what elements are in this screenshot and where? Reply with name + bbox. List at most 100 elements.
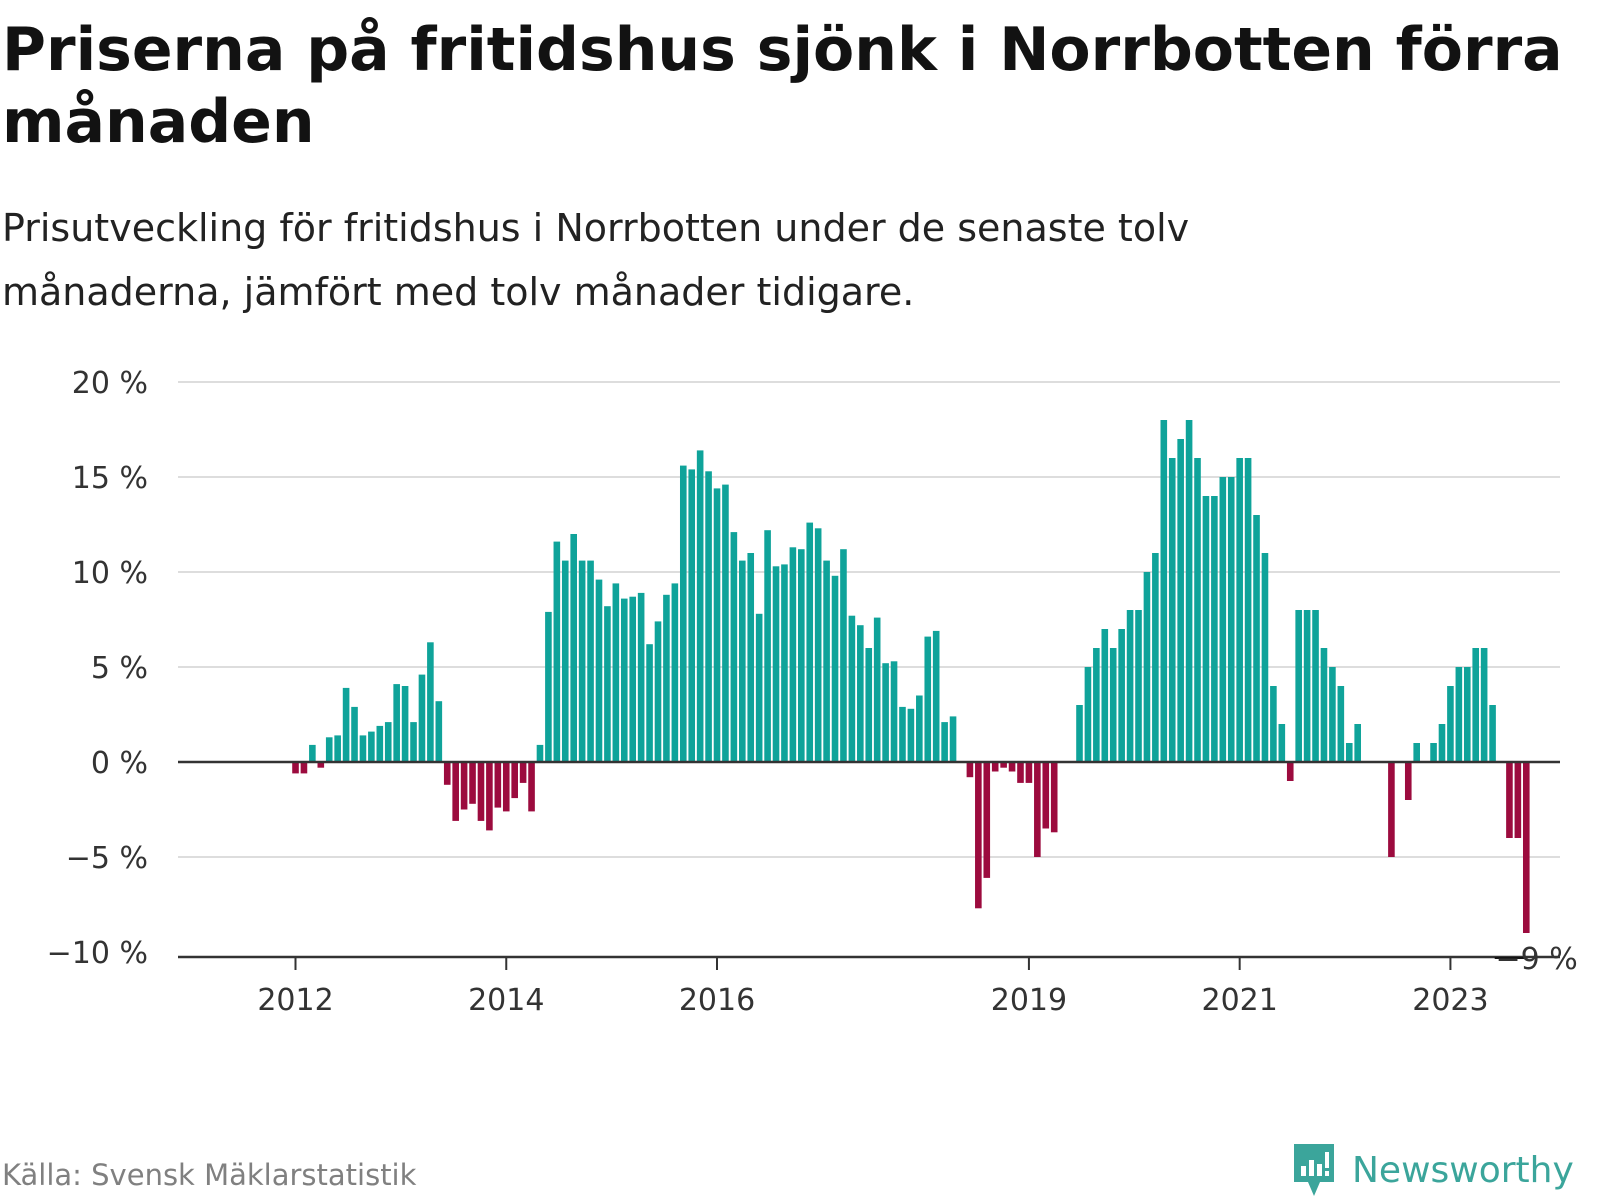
bar — [1404, 762, 1412, 800]
bar — [368, 731, 375, 762]
bar — [865, 648, 873, 762]
bar — [604, 606, 611, 762]
bar — [570, 534, 577, 762]
bar — [1345, 743, 1353, 762]
bar — [1093, 648, 1100, 762]
bar — [1017, 762, 1024, 783]
bar — [292, 762, 299, 774]
bar — [620, 598, 628, 762]
bar — [1000, 762, 1007, 768]
bar — [1447, 686, 1454, 762]
bar — [1261, 553, 1269, 762]
source-label: Källa: Svensk Mäklarstatistik — [2, 1158, 417, 1192]
bar — [671, 583, 679, 762]
bar — [789, 547, 797, 762]
chart-title: Priserna på fritidshus sjönk i Norrbotte… — [2, 15, 1563, 157]
x-tick-label: 2019 — [991, 983, 1067, 1018]
bar — [873, 617, 881, 762]
bar — [1219, 477, 1227, 762]
bar — [1506, 762, 1513, 838]
bar — [637, 592, 645, 762]
bar — [924, 636, 932, 762]
bar — [806, 522, 814, 762]
bar — [376, 725, 384, 762]
bar — [1194, 458, 1201, 762]
bar — [713, 488, 721, 762]
bar — [646, 644, 653, 762]
bar — [722, 484, 729, 762]
bar — [553, 541, 561, 762]
bar — [688, 469, 696, 762]
bar — [1438, 724, 1446, 762]
bar — [494, 762, 502, 808]
bar — [1244, 458, 1252, 762]
bar — [663, 594, 670, 762]
bar — [882, 663, 889, 762]
bar — [907, 708, 915, 762]
bar — [1472, 648, 1480, 762]
bar — [1126, 610, 1134, 762]
x-tick-label: 2023 — [1412, 983, 1488, 1018]
bar — [418, 674, 426, 762]
bar — [342, 687, 350, 762]
bar — [991, 762, 999, 772]
bar — [1522, 762, 1530, 933]
x-tick-label: 2012 — [257, 983, 333, 1018]
bar — [1034, 762, 1041, 857]
bar — [1211, 496, 1218, 762]
bar — [460, 762, 468, 810]
bar — [840, 549, 847, 762]
y-tick-label: −5 % — [66, 841, 148, 876]
bar — [781, 564, 788, 762]
y-tick-label: 5 % — [91, 651, 148, 686]
bar — [511, 762, 518, 799]
x-tick-label: 2021 — [1201, 983, 1277, 1018]
x-tick-label: 2016 — [679, 983, 755, 1018]
y-tick-label: −10 % — [47, 936, 148, 971]
bar — [1025, 762, 1033, 783]
bar — [1430, 743, 1437, 762]
bar — [747, 553, 755, 762]
newsworthy-logo-icon — [1294, 1144, 1334, 1196]
bar — [317, 762, 325, 768]
bar-chart: 20 % 15 % 10 % 5 % 0 % −5 % −10 % 2012 2014 2016 2… — [47, 366, 1578, 1018]
bar — [696, 450, 704, 762]
bar — [1270, 686, 1277, 762]
bar — [1168, 458, 1176, 762]
bar — [629, 596, 637, 762]
bar — [1295, 610, 1302, 762]
bar — [300, 762, 308, 774]
bar — [452, 762, 459, 821]
bar — [443, 762, 451, 785]
y-tick-label: 15 % — [72, 461, 148, 496]
bar — [705, 471, 712, 762]
bar — [1312, 610, 1319, 762]
bar — [477, 762, 485, 821]
bar — [384, 722, 392, 762]
bar — [578, 560, 586, 762]
bar — [772, 566, 780, 762]
bar — [1101, 629, 1109, 762]
bar — [545, 611, 552, 762]
bar — [561, 560, 569, 762]
bar — [309, 744, 316, 762]
bar — [1152, 553, 1159, 762]
bar — [427, 642, 434, 762]
bar — [1489, 705, 1496, 762]
bar — [1202, 496, 1210, 762]
brand-name: Newsworthy — [1352, 1149, 1574, 1191]
bar — [1109, 648, 1117, 762]
brand-logo: Newsworthy — [1290, 1140, 1574, 1200]
bar — [1050, 762, 1058, 833]
bar — [1076, 705, 1083, 762]
bar — [435, 701, 443, 762]
bar — [351, 706, 358, 762]
y-tick-label: 0 % — [91, 746, 148, 781]
bar — [814, 528, 822, 762]
bar — [1177, 439, 1184, 762]
bar — [899, 706, 906, 762]
bar — [1008, 762, 1016, 772]
bar — [1278, 724, 1286, 762]
bar — [1253, 515, 1260, 762]
bar — [1388, 762, 1395, 857]
